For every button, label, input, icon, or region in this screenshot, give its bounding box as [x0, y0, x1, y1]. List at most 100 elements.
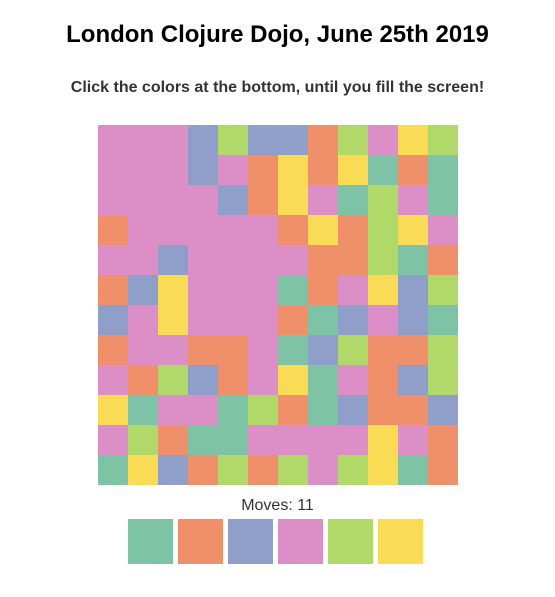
board-cell	[428, 245, 458, 275]
board-cell	[338, 425, 368, 455]
page-title: London Clojure Dojo, June 25th 2019	[66, 21, 489, 48]
board-cell	[278, 155, 308, 185]
board-cell	[188, 155, 218, 185]
board-cell	[428, 305, 458, 335]
board-cell	[158, 305, 188, 335]
board-cell	[98, 155, 128, 185]
board-cell	[248, 395, 278, 425]
board-cell	[428, 275, 458, 305]
board-cell	[428, 455, 458, 485]
game-board	[98, 125, 458, 485]
board-cell	[398, 125, 428, 155]
color-button-pink[interactable]	[278, 519, 323, 564]
board-cell	[128, 305, 158, 335]
board-cell	[158, 425, 188, 455]
board-cell	[368, 365, 398, 395]
board-cell	[338, 125, 368, 155]
board-cell	[368, 395, 398, 425]
board-cell	[128, 215, 158, 245]
board-cell	[188, 365, 218, 395]
board-cell	[308, 335, 338, 365]
board-cell	[308, 305, 338, 335]
board-cell	[368, 455, 398, 485]
board-cell	[368, 305, 398, 335]
board-cell	[308, 365, 338, 395]
board-cell	[158, 365, 188, 395]
board-cell	[128, 185, 158, 215]
board-cell	[368, 425, 398, 455]
board-cell	[278, 335, 308, 365]
board-cell	[338, 215, 368, 245]
board-cell	[308, 425, 338, 455]
board-cell	[338, 395, 368, 425]
board-cell	[248, 455, 278, 485]
board-cell	[398, 455, 428, 485]
board-cell	[158, 215, 188, 245]
board-cell	[98, 185, 128, 215]
board-cell	[428, 215, 458, 245]
board-cell	[338, 155, 368, 185]
board-cell	[218, 305, 248, 335]
board-cell	[218, 125, 248, 155]
board-cell	[398, 425, 428, 455]
board-cell	[188, 335, 218, 365]
color-button-orange[interactable]	[178, 519, 223, 564]
board-cell	[368, 125, 398, 155]
board-cell	[218, 245, 248, 275]
board-cell	[128, 365, 158, 395]
board-cell	[278, 185, 308, 215]
board-cell	[248, 245, 278, 275]
board-cell	[248, 365, 278, 395]
board-cell	[158, 395, 188, 425]
board-cell	[98, 125, 128, 155]
board-cell	[188, 425, 218, 455]
board-cell	[98, 275, 128, 305]
board-cell	[98, 245, 128, 275]
board-cell	[188, 455, 218, 485]
board-cell	[278, 455, 308, 485]
board-cell	[398, 275, 428, 305]
board-cell	[428, 365, 458, 395]
board-cell	[188, 245, 218, 275]
board-cell	[368, 245, 398, 275]
board-cell	[218, 425, 248, 455]
board-cell	[158, 335, 188, 365]
color-palette	[128, 519, 423, 564]
board-cell	[398, 155, 428, 185]
board-cell	[218, 335, 248, 365]
board-cell	[428, 155, 458, 185]
board-cell	[278, 275, 308, 305]
board-cell	[128, 125, 158, 155]
board-cell	[218, 215, 248, 245]
color-button-green[interactable]	[128, 519, 173, 564]
board-cell	[158, 275, 188, 305]
board-cell	[248, 155, 278, 185]
board-cell	[308, 395, 338, 425]
board-cell	[218, 365, 248, 395]
board-cell	[398, 305, 428, 335]
board-cell	[428, 125, 458, 155]
color-button-lime[interactable]	[328, 519, 373, 564]
board-cell	[128, 395, 158, 425]
board-cell	[338, 335, 368, 365]
board-cell	[428, 185, 458, 215]
board-cell	[128, 275, 158, 305]
board-cell	[188, 275, 218, 305]
board-cell	[338, 185, 368, 215]
color-button-yellow[interactable]	[378, 519, 423, 564]
board-cell	[128, 245, 158, 275]
board-cell	[368, 335, 398, 365]
board-cell	[248, 305, 278, 335]
board-cell	[338, 365, 368, 395]
board-cell	[278, 365, 308, 395]
board-cell	[338, 245, 368, 275]
board-cell	[188, 185, 218, 215]
board-cell	[338, 455, 368, 485]
board-cell	[338, 305, 368, 335]
board-cell	[398, 245, 428, 275]
instructions-text: Click the colors at the bottom, until yo…	[70, 79, 485, 96]
board-cell	[398, 215, 428, 245]
board-cell	[158, 185, 188, 215]
color-button-blue[interactable]	[228, 519, 273, 564]
board-cell	[398, 335, 428, 365]
